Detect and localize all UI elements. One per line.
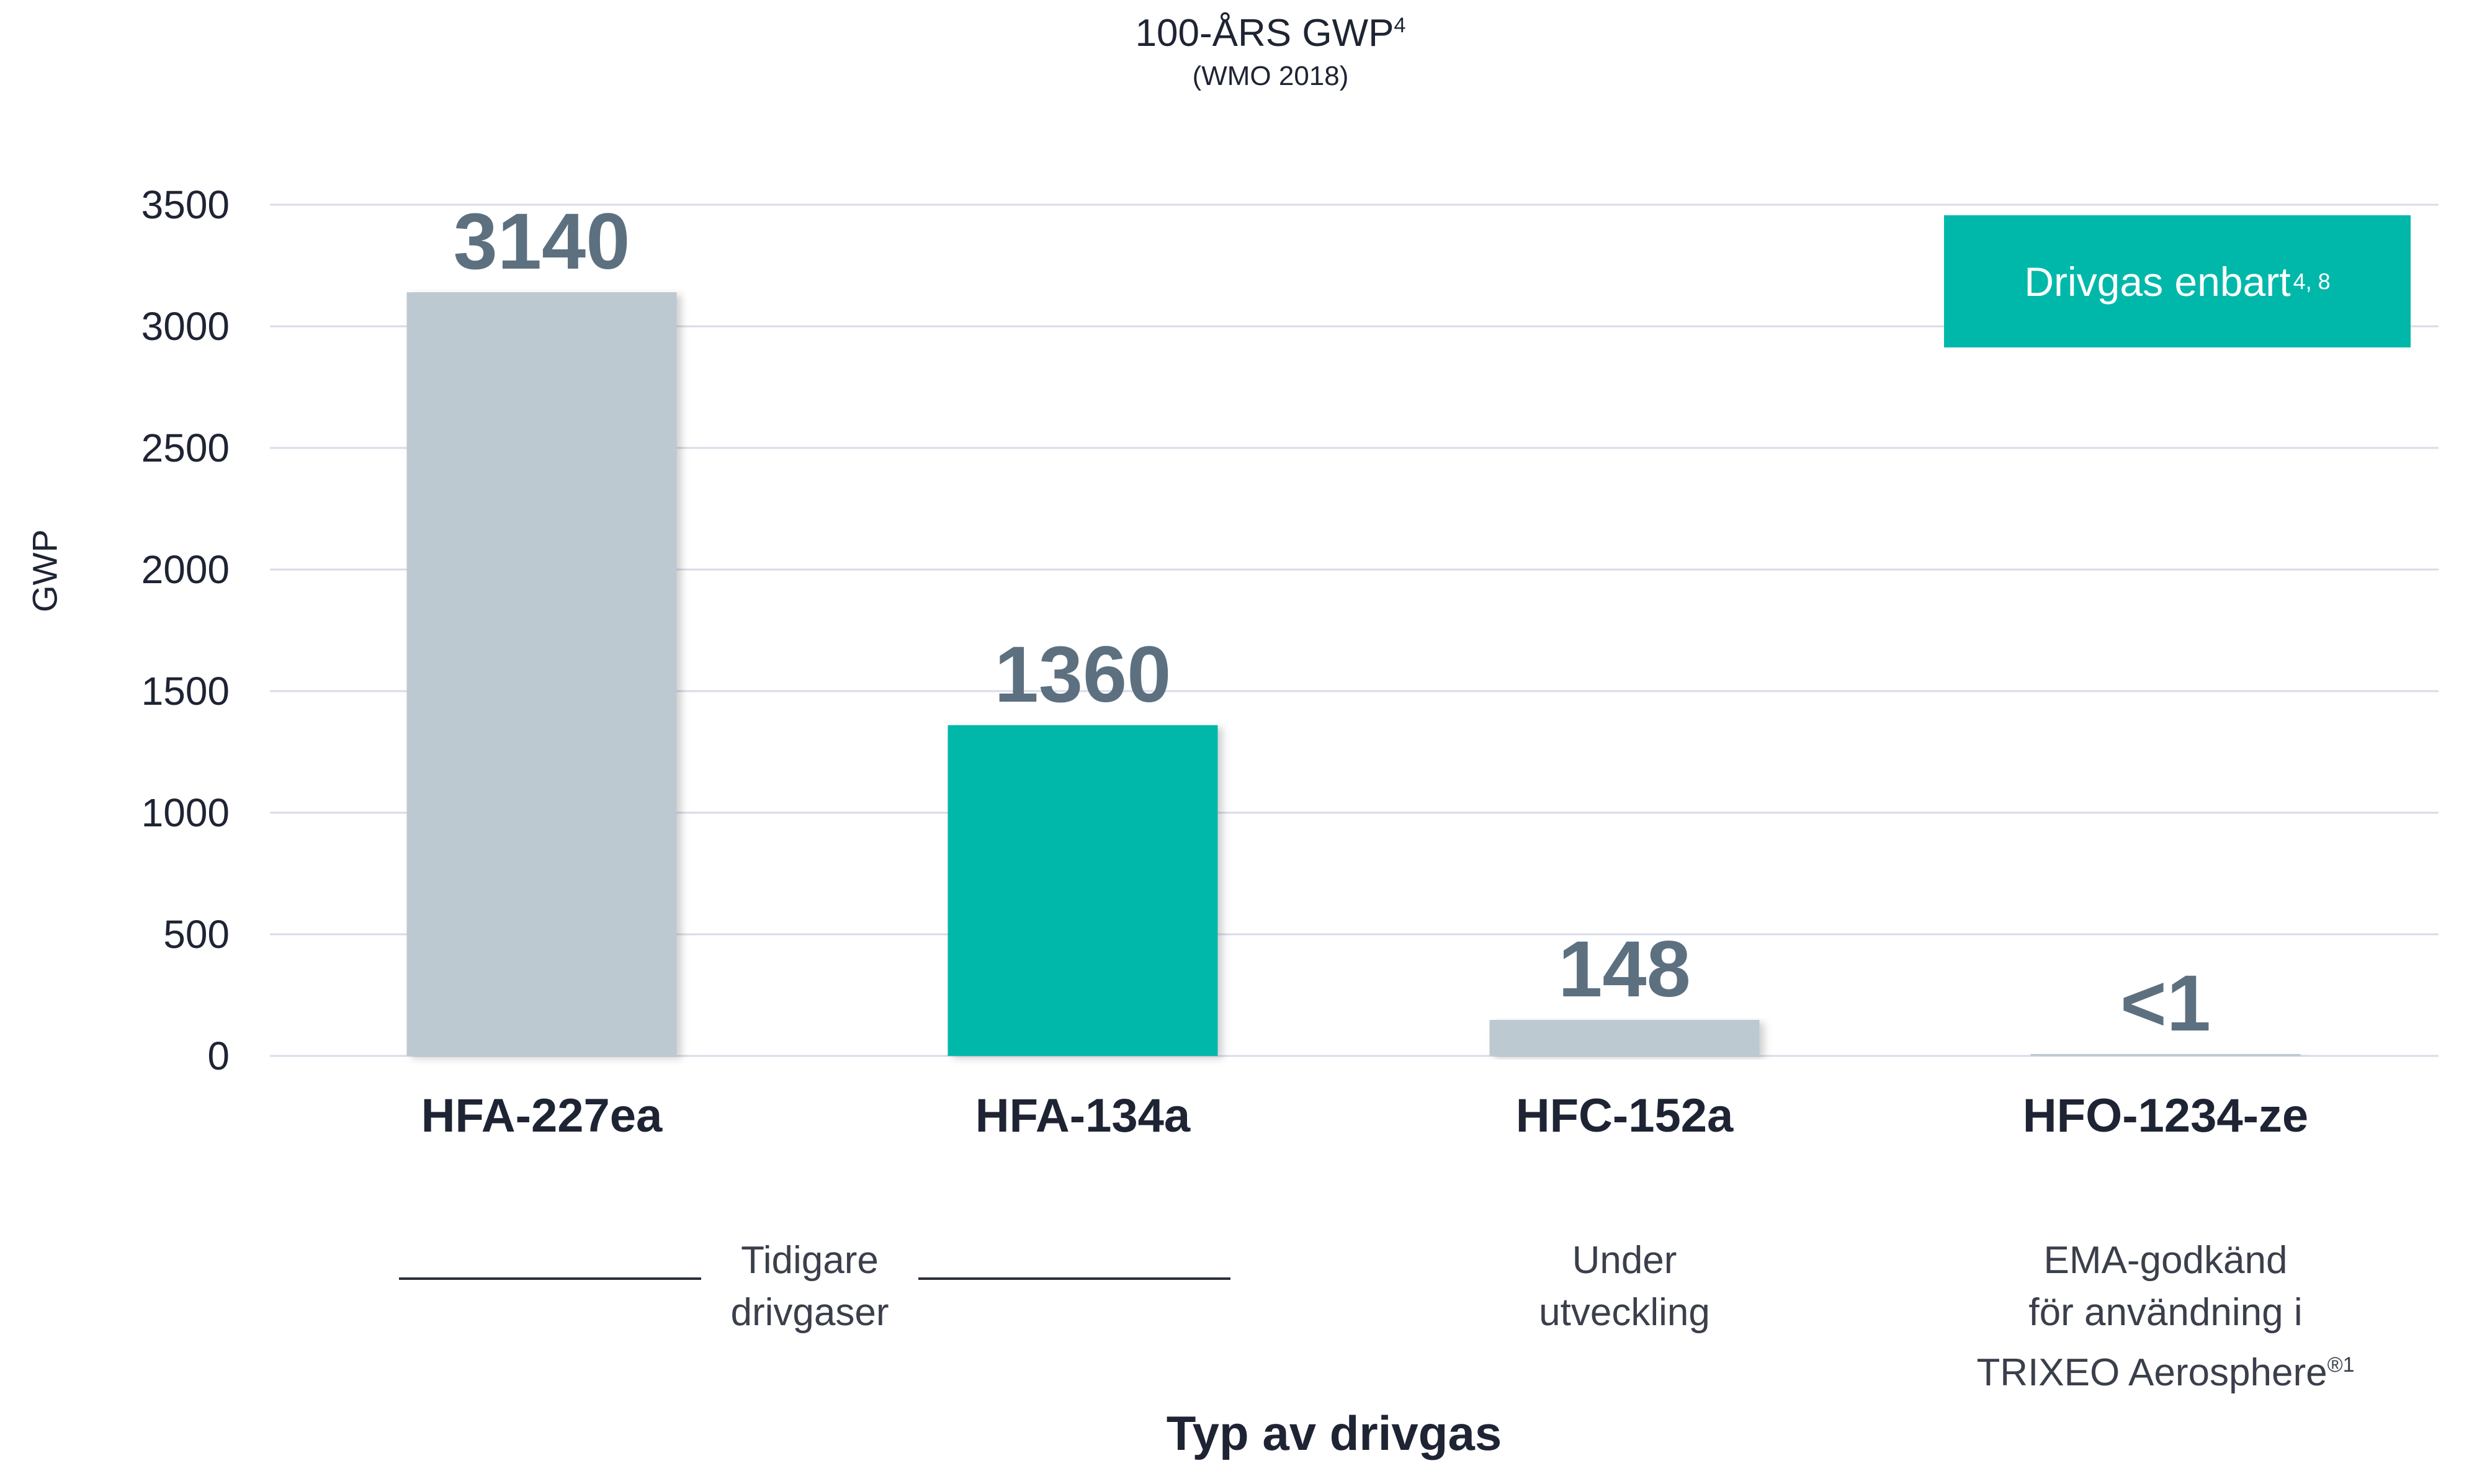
data-labels: 3140 1360 148 <1 — [454, 197, 2211, 1048]
y-tick-label: 500 — [163, 912, 230, 957]
chart-title-superscript: 4 — [1394, 14, 1406, 37]
group-label-line: Tidigare — [741, 1239, 879, 1282]
data-label: <1 — [2120, 959, 2211, 1048]
chart-title: 100-ÅRS GWP4 — [0, 11, 2482, 55]
y-tick-label: 3500 — [141, 182, 230, 227]
group-label-line: för användning i — [2028, 1291, 2303, 1334]
bar-hfc-152a — [1489, 1019, 1760, 1056]
category-label: HFA-134a — [975, 1089, 1191, 1142]
group-label-line: drivgaser — [730, 1291, 889, 1334]
legend-label: Drivgas enbart — [2024, 258, 2291, 305]
x-axis-title: Typ av drivgas — [1166, 1406, 1502, 1460]
group-label-line: TRIXEO Aerosphere®1 — [1948, 1339, 2383, 1399]
group-label-text: TRIXEO Aerosphere — [1976, 1351, 2327, 1394]
group-label-previous: Tidigare drivgaser — [593, 1235, 1027, 1339]
category-label: HFC-152a — [1515, 1089, 1734, 1142]
group-label-development: Under utveckling — [1407, 1235, 1842, 1339]
chart-subtitle: (WMO 2018) — [1192, 61, 1349, 91]
y-tick-label: 3000 — [141, 304, 230, 349]
group-bracket-line-left — [399, 1277, 701, 1280]
registered-superscript: ®1 — [2327, 1353, 2355, 1377]
group-label-approved: EMA-godkänd för användning i TRIXEO Aero… — [1948, 1235, 2383, 1399]
y-tick-label: 2000 — [141, 547, 230, 592]
legend-badge: Drivgas enbart 4, 8 — [1944, 215, 2411, 347]
group-label-line: EMA-godkänd — [2043, 1239, 2288, 1282]
category-label: HFA-227ea — [421, 1089, 663, 1142]
bar-hfa-134a — [948, 725, 1218, 1056]
chart-title-text: 100-ÅRS GWP — [1135, 12, 1394, 55]
y-axis-title: GWP — [25, 529, 65, 612]
group-label-line: Under — [1572, 1239, 1677, 1282]
y-tick-label: 1000 — [141, 790, 230, 835]
data-label: 1360 — [995, 630, 1172, 719]
bars — [406, 292, 2301, 1056]
data-label: 148 — [1558, 925, 1691, 1014]
y-axis: 0 500 1000 1500 2000 2500 3000 3500 — [141, 182, 230, 1078]
y-tick-label: 0 — [207, 1034, 230, 1078]
legend-superscript: 4, 8 — [2293, 268, 2331, 294]
y-tick-label: 1500 — [141, 669, 230, 713]
group-bracket-line-right — [918, 1277, 1230, 1280]
bar-hfo-1234-ze — [2030, 1054, 2301, 1056]
category-label: HFO-1234-ze — [2022, 1089, 2309, 1142]
group-label-line: utveckling — [1539, 1291, 1710, 1334]
data-label: 3140 — [454, 197, 630, 286]
y-tick-label: 2500 — [141, 426, 230, 470]
bar-hfa-227ea — [406, 292, 677, 1056]
